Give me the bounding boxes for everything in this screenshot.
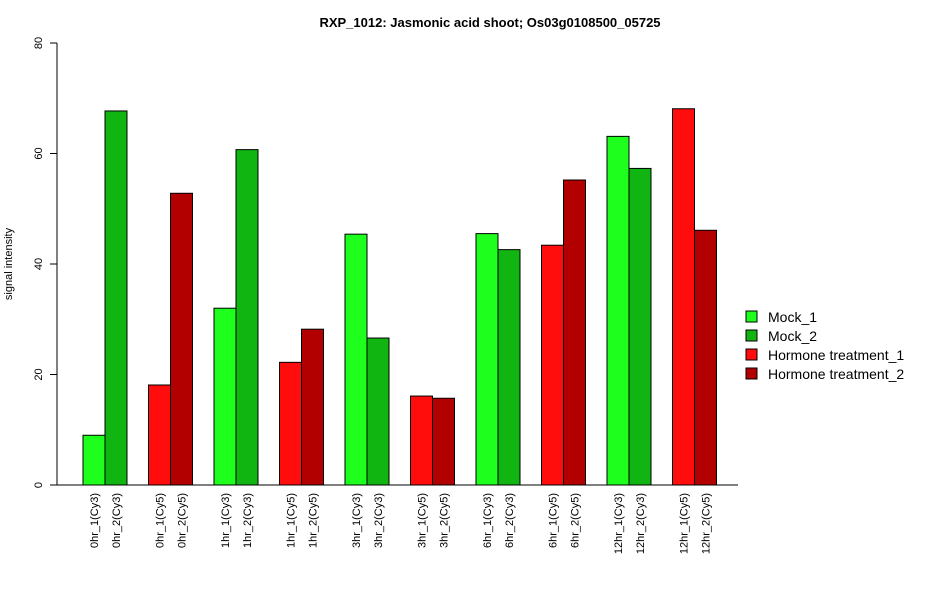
- bar: [301, 328, 324, 486]
- x-tick-label: 6hr_2(Cy5): [570, 493, 582, 548]
- bar: [366, 337, 390, 486]
- x-tick-label: 3hr_1(Cy5): [417, 493, 429, 548]
- y-tick-label: 40: [33, 258, 45, 270]
- legend-label: Mock_2: [768, 328, 817, 344]
- y-tick-label: 0: [33, 482, 45, 488]
- legend-label: Mock_1: [768, 309, 817, 325]
- x-tick-labels: 0hr_1(Cy3) 0hr_2(Cy3) 0hr_1(Cy5) 0hr_2(Cy5)…: [89, 493, 713, 554]
- x-tick-label: 0hr_2(Cy3): [111, 493, 123, 548]
- y-tick-label: 60: [33, 147, 45, 159]
- bar: [279, 361, 302, 486]
- legend-swatch: [745, 310, 758, 323]
- bar: [497, 249, 521, 486]
- x-tick-label: 12hr_1(Cy5): [679, 493, 691, 554]
- bars-group: [82, 108, 717, 486]
- x-tick-label: 0hr_1(Cy3): [89, 493, 101, 548]
- legend-swatch: [745, 367, 758, 380]
- legend-label: Hormone treatment_1: [768, 347, 904, 363]
- bar: [82, 434, 106, 486]
- bar: [432, 397, 455, 486]
- x-tick-label: 1hr_1(Cy3): [220, 493, 232, 548]
- bar: [628, 167, 652, 486]
- bar: [606, 135, 630, 486]
- bar: [475, 233, 499, 486]
- x-tick-label: 1hr_1(Cy5): [286, 493, 298, 548]
- bar: [672, 108, 695, 486]
- bar: [235, 149, 259, 486]
- x-tick-label: 3hr_1(Cy3): [351, 493, 363, 548]
- legend-swatch: [745, 329, 758, 342]
- x-tick-label: 6hr_1(Cy3): [482, 493, 494, 548]
- bar: [563, 179, 586, 486]
- y-tick-label: 20: [33, 368, 45, 380]
- bar: [694, 229, 717, 486]
- bar: [213, 307, 237, 486]
- x-tick-label: 12hr_2(Cy5): [701, 493, 713, 554]
- y-axis: 0 20 40 60 80: [33, 37, 58, 488]
- x-tick-label: 3hr_2(Cy3): [373, 493, 385, 548]
- legend-swatch: [745, 348, 758, 361]
- x-tick-label: 6hr_2(Cy3): [504, 493, 516, 548]
- x-tick-label: 12hr_1(Cy3): [613, 493, 625, 554]
- bar: [344, 233, 368, 486]
- y-tick-label: 80: [33, 37, 45, 49]
- x-tick-label: 12hr_2(Cy3): [635, 493, 647, 554]
- bar: [410, 395, 433, 486]
- bar: [170, 192, 193, 486]
- bar: [104, 110, 128, 486]
- x-tick-label: 6hr_1(Cy5): [548, 493, 560, 548]
- chart-title: RXP_1012: Jasmonic acid shoot; Os03g0108…: [319, 15, 660, 30]
- bar: [541, 244, 564, 486]
- legend: Mock_1 Mock_2 Hormone treatment_1 Hormone t…: [745, 309, 904, 382]
- x-tick-label: 1hr_2(Cy5): [308, 493, 320, 548]
- x-tick-label: 0hr_2(Cy5): [177, 493, 189, 548]
- y-axis-label: signal intensity: [3, 227, 15, 300]
- bar: [148, 384, 171, 486]
- x-tick-label: 3hr_2(Cy5): [439, 493, 451, 548]
- x-tick-label: 0hr_1(Cy5): [155, 493, 167, 548]
- legend-label: Hormone treatment_2: [768, 366, 904, 382]
- x-tick-label: 1hr_2(Cy3): [242, 493, 254, 548]
